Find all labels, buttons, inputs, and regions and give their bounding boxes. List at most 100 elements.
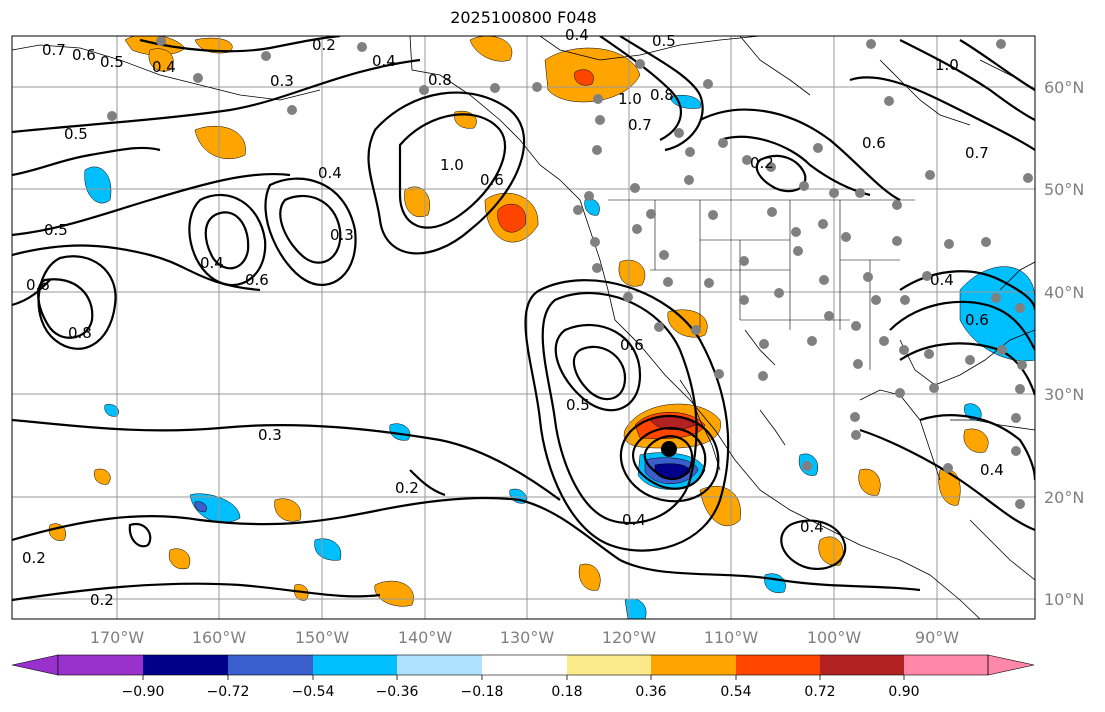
graticule <box>12 36 1035 619</box>
contour-label: 0.6 <box>965 311 989 329</box>
contour-label: 0.3 <box>270 72 294 90</box>
contour-label: 0.6 <box>480 171 504 189</box>
positive-anomaly-patch <box>618 260 646 287</box>
contour-label: 0.3 <box>330 226 354 244</box>
positive-anomaly-patch <box>578 563 601 591</box>
contour-label: 0.8 <box>428 71 452 89</box>
positive-anomaly-patch <box>699 486 741 526</box>
colorbar: −0.90 −0.72 −0.54 −0.36 −0.18 0.18 0.36 … <box>11 654 1035 700</box>
positive-anomaly-patch <box>963 428 989 453</box>
strong-negative-anomaly <box>194 501 207 513</box>
colorbar-segment <box>651 655 736 675</box>
station-markers <box>107 36 1033 509</box>
colorbar-tick-label: 0.54 <box>720 684 751 700</box>
contour-label: 0.7 <box>42 41 66 59</box>
lat-tick-label: 40°N <box>1044 283 1084 302</box>
lat-tick-label: 10°N <box>1044 590 1084 609</box>
colorbar-tick-label: −0.72 <box>207 684 250 700</box>
contour-label: 0.6 <box>245 271 269 289</box>
lon-tick-label: 140°W <box>398 628 453 647</box>
contour-label: 1.0 <box>440 156 464 174</box>
plot-frame <box>11 35 1036 620</box>
colorbar-segment <box>143 655 228 675</box>
contour-label: 0.7 <box>965 144 989 162</box>
positive-anomaly-patch <box>858 468 881 496</box>
strong-positive-anomaly <box>574 69 594 86</box>
contour-label: 0.4 <box>372 52 396 70</box>
contour-label: 0.5 <box>64 125 88 143</box>
negative-anomaly-patch <box>84 166 112 204</box>
colorbar-segment <box>736 655 820 675</box>
positive-anomaly-patch <box>374 580 414 607</box>
coastlines <box>12 36 1035 619</box>
contour-label: 0.4 <box>318 164 342 182</box>
contour-label: 0.2 <box>395 479 419 497</box>
contour-label: 0.7 <box>628 116 652 134</box>
contour-label: 0.5 <box>44 221 68 239</box>
colorbar-tick-label: 0.72 <box>804 684 835 700</box>
contour-label: 0.8 <box>650 86 674 104</box>
lon-tick-label: 100°W <box>807 628 862 647</box>
negative-anomaly-patch <box>189 493 241 523</box>
contour-label: 0.4 <box>930 271 954 289</box>
colorbar-segment <box>397 655 482 675</box>
contour-label: 1.0 <box>935 56 959 74</box>
strong-positive-anomaly <box>497 203 527 233</box>
colorbar-tick-label: −0.90 <box>122 684 165 700</box>
lat-tick-label: 60°N <box>1044 78 1084 97</box>
state-borders <box>608 199 915 370</box>
lon-tick-label: 130°W <box>500 628 555 647</box>
colorbar-tick-label: −0.36 <box>376 684 419 700</box>
negative-anomaly-patch <box>314 538 342 561</box>
contour-label: 0.2 <box>750 154 774 172</box>
colorbar-tick-label: −0.54 <box>292 684 335 700</box>
contour-label: 0.4 <box>800 518 824 536</box>
contour-label: 1.0 <box>618 90 642 108</box>
negative-anomaly-patch <box>584 198 600 216</box>
contour-label: 0.8 <box>68 324 92 342</box>
storm-center-marker <box>661 441 677 457</box>
contour-label: 0.4 <box>622 511 646 529</box>
positive-anomaly-patch <box>404 186 430 217</box>
lon-tick-label: 160°W <box>192 628 247 647</box>
colorbar-ticks <box>142 675 905 680</box>
colorbar-tick-label: 0.90 <box>888 684 919 700</box>
contour-label: 0.6 <box>862 134 886 152</box>
contour-label: 0.5 <box>566 396 590 414</box>
lon-tick-label: 170°W <box>90 628 145 647</box>
positive-anomaly-patch <box>148 48 174 72</box>
lat-tick-label: 20°N <box>1044 488 1084 507</box>
colorbar-segment <box>904 655 988 675</box>
contour-label: 0.3 <box>258 426 282 444</box>
map-title: 2025100800 F048 <box>450 8 597 27</box>
colorbar-tick-label: 0.18 <box>551 684 582 700</box>
very-strong-negative-anomaly <box>654 463 691 480</box>
positive-anomaly-patch <box>274 498 302 522</box>
lon-tick-label: 120°W <box>602 628 657 647</box>
colorbar-frame <box>57 654 989 676</box>
lon-tick-label: 110°W <box>704 628 759 647</box>
positive-anomaly-patch <box>194 126 246 160</box>
contour-label: 0.4 <box>980 461 1004 479</box>
contour-label: 0.2 <box>312 36 336 54</box>
positive-anomaly-patch <box>94 468 111 485</box>
colorbar-segment <box>58 655 143 675</box>
longitude-axis: 170°W 160°W 150°W 140°W 130°W 120°W 110°… <box>90 628 959 647</box>
contour-label: 0.2 <box>22 549 46 567</box>
plot-area <box>12 36 1035 619</box>
colorbar-segment <box>482 655 567 675</box>
lat-tick-label: 50°N <box>1044 180 1084 199</box>
colorbar-min-extension <box>11 654 59 676</box>
contour-label: 0.5 <box>100 53 124 71</box>
contour-label: 0.4 <box>565 26 589 44</box>
colorbar-tick-label: 0.36 <box>635 684 666 700</box>
lat-tick-label: 30°N <box>1044 385 1084 404</box>
colorbar-segment <box>228 655 313 675</box>
contour-label: 0.6 <box>26 276 50 294</box>
latitude-axis: 60°N 50°N 40°N 30°N 20°N 10°N <box>1044 78 1084 609</box>
colorbar-max-extension <box>987 654 1035 676</box>
contour-label: 0.6 <box>620 336 644 354</box>
colorbar-segment <box>567 655 651 675</box>
lon-tick-label: 150°W <box>295 628 350 647</box>
